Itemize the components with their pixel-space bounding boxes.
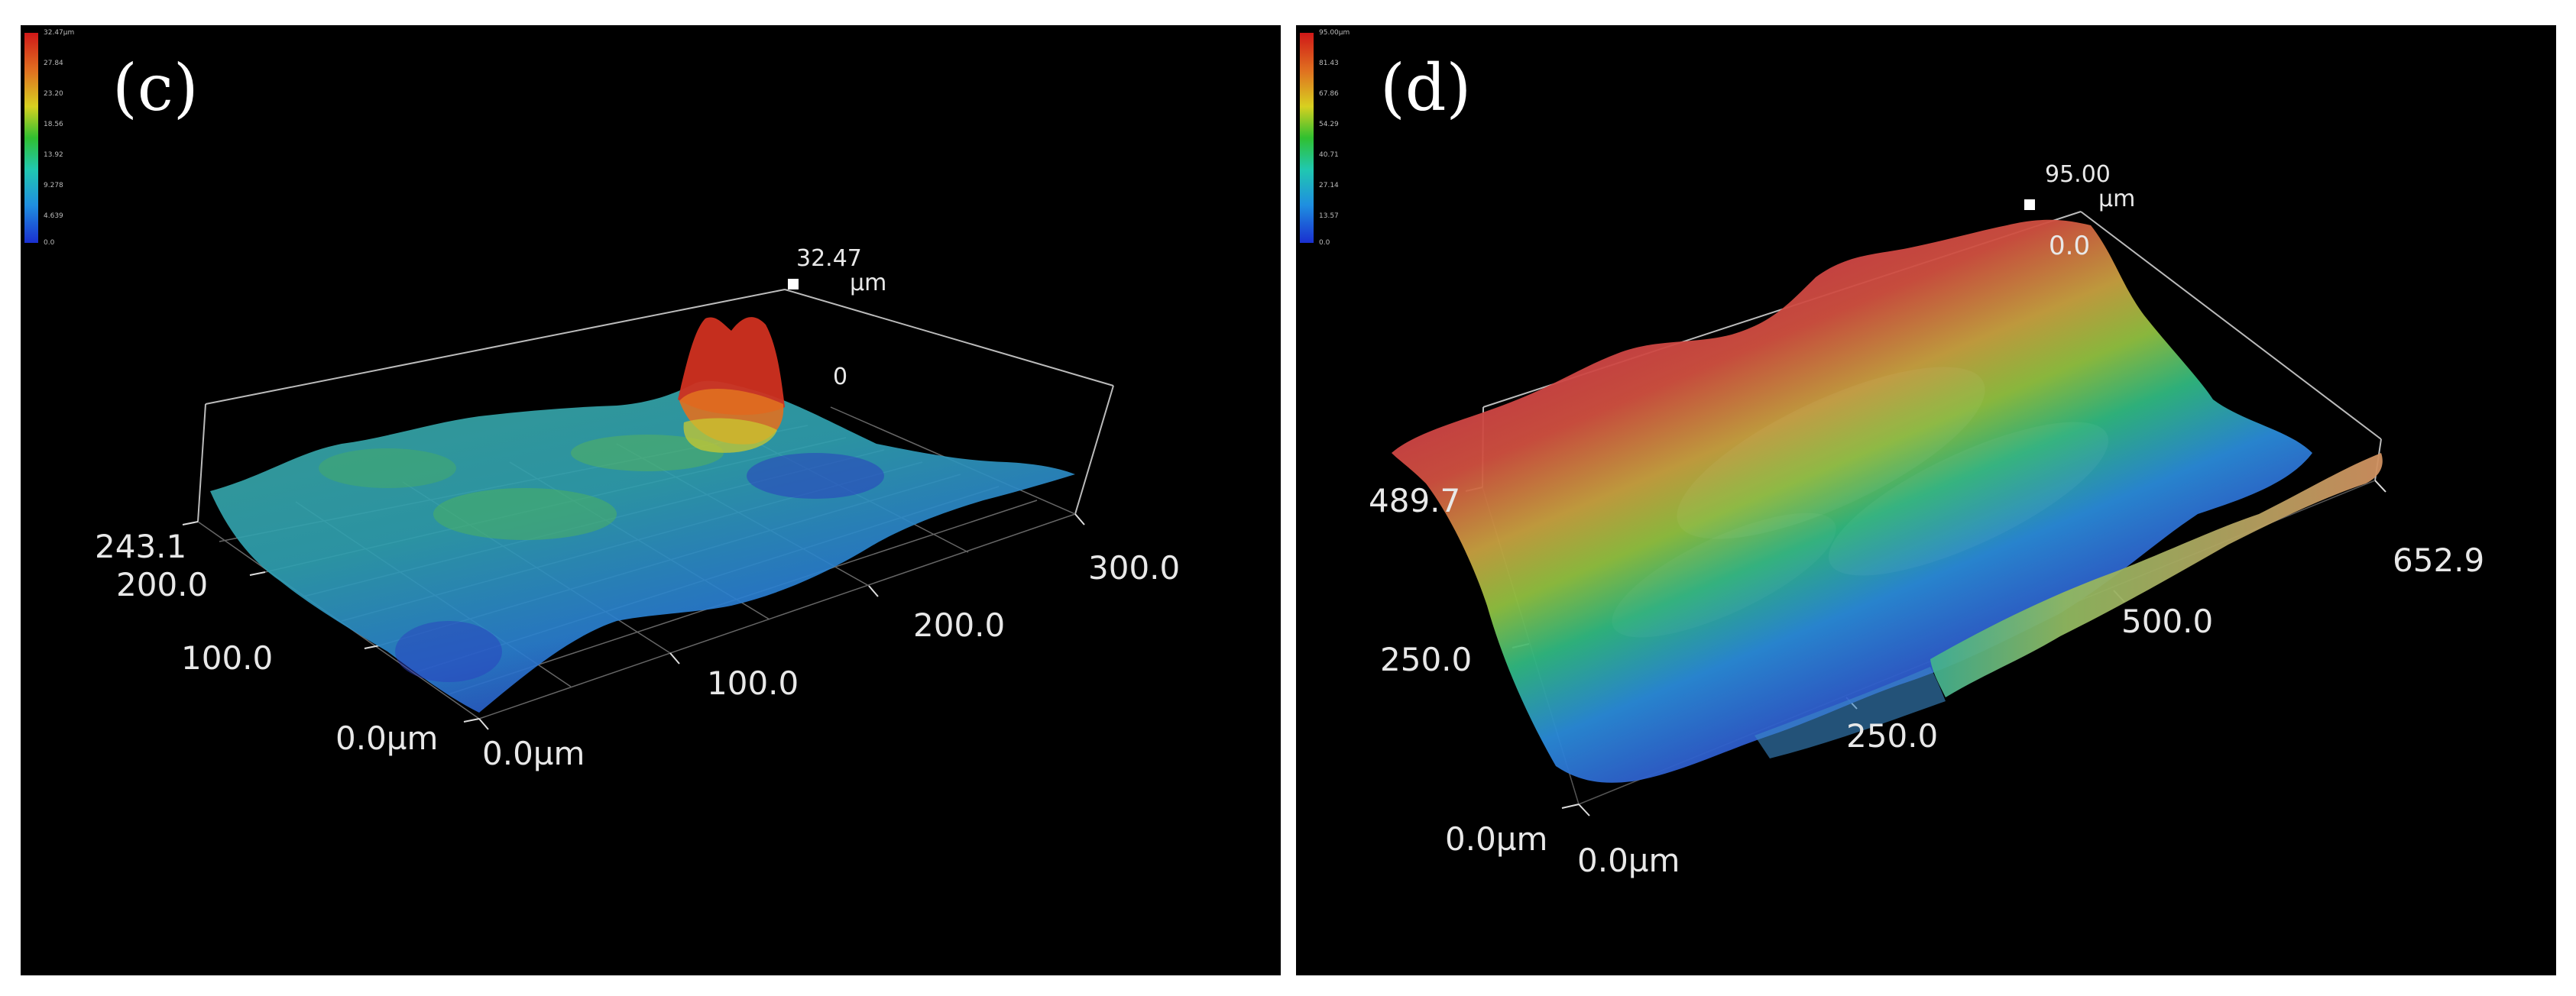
y-axis-label: 243.1 [95, 528, 187, 565]
colorbar-tick: 23.20 [44, 90, 63, 98]
colorbar [1300, 33, 1314, 243]
colorbar-tick: 27.14 [1319, 182, 1339, 189]
colorbar-tick: 67.86 [1319, 90, 1339, 98]
x-axis-label: 652.9 [2393, 542, 2485, 579]
z-max-marker [788, 279, 799, 289]
surface-patch [433, 488, 617, 540]
surface-patch [319, 448, 456, 488]
colorbar-tick: 40.71 [1319, 151, 1339, 159]
colorbar-tick: 9.278 [44, 182, 63, 189]
panel-d: 95.00µm 81.43 67.86 54.29 40.71 27.14 13… [1296, 25, 2556, 975]
colorbar-tick: 27.84 [44, 60, 63, 67]
colorbar-tick: 81.43 [1319, 60, 1339, 67]
surface-edge [1930, 453, 2383, 697]
colorbar-tick: 0.0 [44, 239, 55, 247]
panel-label: (d) [1380, 50, 1472, 125]
x-axis-label: 300.0 [1088, 549, 1181, 587]
panel-c: 32.47µm 27.84 23.20 18.56 13.92 9.278 4.… [21, 25, 1281, 975]
axis-ticks [182, 513, 1085, 730]
y-axis-label: 0.0µm [335, 720, 439, 757]
surface-patch [571, 435, 724, 471]
colorbar-tick: 95.00µm [1319, 29, 1350, 37]
y-axis-label: 489.7 [1369, 482, 1461, 519]
surface-patch [747, 453, 884, 499]
y-axis-label: 200.0 [116, 566, 209, 603]
y-axis-label: 0.0µm [1445, 820, 1548, 858]
colorbar [24, 33, 38, 243]
z-max-unit: µm [850, 269, 887, 296]
colorbar-tick: 18.56 [44, 121, 63, 128]
y-axis-label: 250.0 [1380, 641, 1473, 678]
surface-texture [1677, 367, 2109, 576]
z-max-unit: µm [2098, 185, 2136, 212]
y-axis-label: 100.0 [181, 639, 274, 677]
colorbar-tick: 4.639 [44, 212, 63, 220]
x-axis-label: 200.0 [913, 606, 1006, 644]
x-axis-label: 0.0µm [1577, 842, 1680, 879]
colorbar-tick: 13.57 [1319, 212, 1339, 220]
z-max-label: 95.00 µm [2045, 163, 2135, 211]
colorbar-ticks: 95.00µm 81.43 67.86 54.29 40.71 27.14 13… [1319, 29, 1380, 247]
z-axis-partial-label: 0 [833, 364, 848, 390]
surface-peak-band [683, 418, 777, 453]
x-axis-label: 0.0µm [482, 735, 585, 772]
colorbar-tick: 0.0 [1319, 239, 1330, 247]
x-axis-label: 500.0 [2121, 603, 2214, 640]
x-axis-label: 250.0 [1846, 717, 1939, 755]
z-max-value: 95.00 [2045, 161, 2111, 188]
colorbar-ticks: 32.47µm 27.84 23.20 18.56 13.92 9.278 4.… [44, 29, 105, 247]
surface-patch [395, 621, 502, 682]
colorbar-tick: 13.92 [44, 151, 63, 159]
x-axis-label: 100.0 [707, 665, 799, 702]
z-max-value: 32.47 [796, 245, 862, 272]
surface [1392, 219, 2312, 783]
surface-plot-d [1392, 211, 2386, 817]
colorbar-tick: 54.29 [1319, 121, 1339, 128]
surface-plot-c [182, 289, 1114, 730]
z-min-label: 0.0 [2049, 231, 2091, 261]
z-max-marker [2024, 199, 2035, 210]
surface-edge-shadow [1755, 667, 1946, 758]
bounding-box [197, 289, 1114, 522]
colorbar-tick: 32.47µm [44, 29, 75, 37]
z-max-label: 32.47 µm [796, 247, 886, 295]
panel-label: (c) [112, 50, 199, 125]
